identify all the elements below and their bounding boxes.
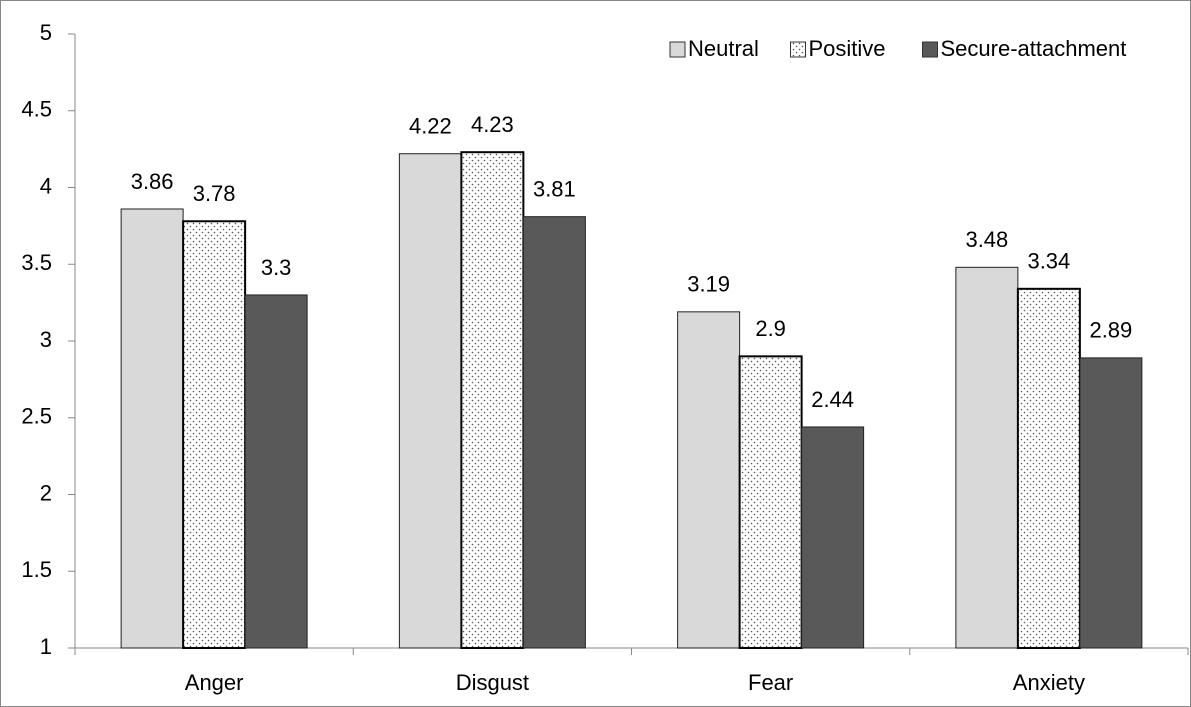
legend-swatch	[790, 41, 806, 58]
y-tick-label: 4.5	[21, 97, 52, 122]
x-tick-label: Disgust	[456, 670, 529, 695]
y-tick-label: 2	[40, 480, 52, 505]
data-label: 3.81	[533, 176, 576, 201]
data-label: 2.44	[811, 387, 854, 412]
bar	[955, 266, 1019, 649]
bar	[182, 220, 247, 650]
legend-label: Neutral	[688, 36, 759, 61]
bar	[460, 151, 525, 649]
x-tick-label: Anger	[185, 670, 244, 695]
bar	[120, 208, 184, 649]
bar	[738, 355, 803, 649]
legend-label: Positive	[809, 36, 886, 61]
data-label: 3.3	[261, 255, 292, 280]
data-label: 3.19	[687, 272, 730, 297]
data-label: 2.89	[1089, 318, 1132, 343]
y-tick-label: 2.5	[21, 404, 52, 429]
data-label: 4.22	[409, 114, 452, 139]
data-label: 3.48	[965, 227, 1008, 252]
bar	[398, 153, 462, 649]
data-label: 3.86	[131, 169, 174, 194]
bar	[522, 216, 586, 649]
y-tick-label: 5	[40, 20, 52, 45]
data-label: 4.23	[471, 112, 514, 137]
y-tick-label: 3	[40, 327, 52, 352]
data-label: 3.34	[1027, 249, 1070, 274]
bar	[1016, 287, 1081, 649]
y-tick-label: 1	[40, 634, 52, 659]
x-tick-label: Fear	[748, 670, 793, 695]
data-label: 2.9	[755, 316, 786, 341]
legend-swatch	[669, 41, 686, 58]
bar	[801, 426, 865, 649]
data-label: 3.78	[193, 181, 236, 206]
bar	[1079, 357, 1143, 649]
bar	[244, 294, 308, 649]
x-tick-label: Anxiety	[1013, 670, 1085, 695]
legend-swatch	[922, 41, 938, 58]
bar	[677, 311, 741, 649]
legend-label: Secure-attachment	[941, 36, 1127, 61]
y-tick-label: 4	[40, 173, 52, 198]
y-tick-label: 3.5	[21, 250, 52, 275]
y-tick-label: 1.5	[21, 557, 52, 582]
